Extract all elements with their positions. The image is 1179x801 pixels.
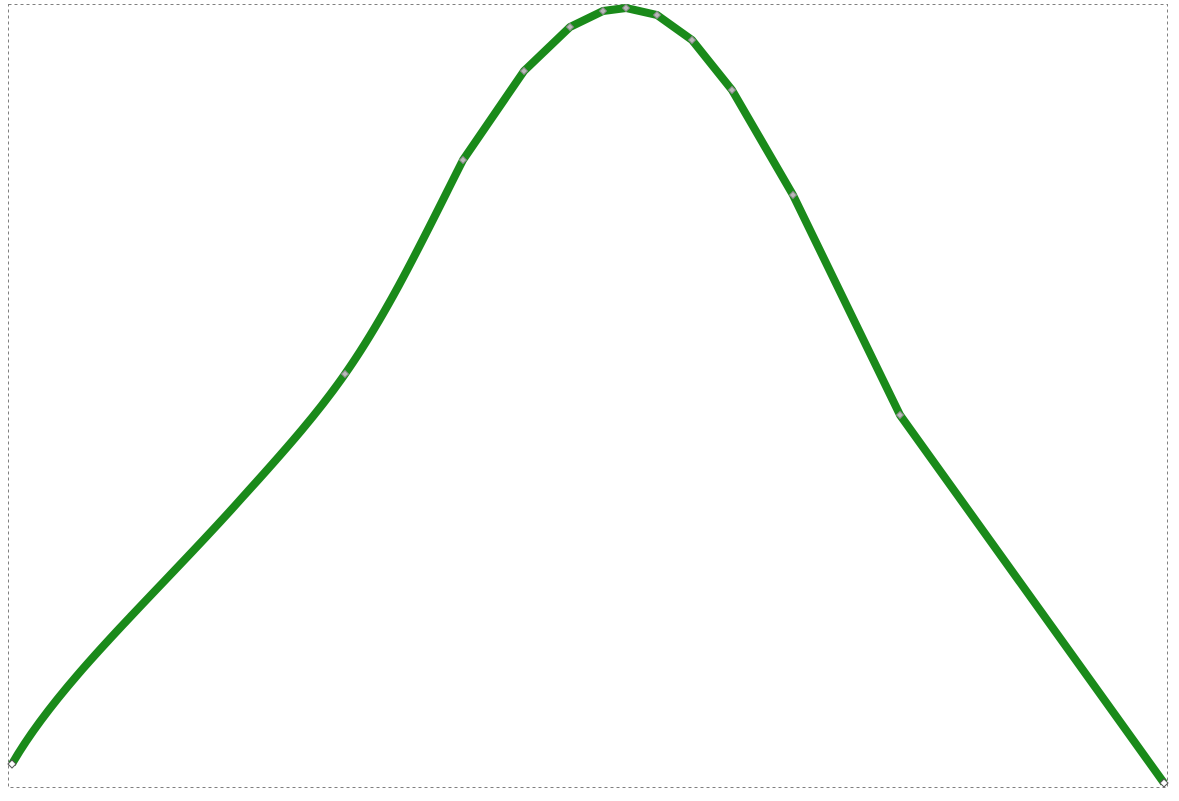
path-node-handle[interactable] [895,410,905,420]
path-node-handle[interactable] [565,22,575,32]
path-end-node-handle[interactable] [1159,778,1169,788]
path-node-handle[interactable] [340,369,350,379]
path-node-handle[interactable] [687,35,697,45]
path-node-handle[interactable] [788,190,798,200]
selection-bounding-box [8,4,1168,788]
path-end-node-handle[interactable] [7,759,17,769]
path-node-handle[interactable] [519,66,529,76]
green-curve-path[interactable] [8,4,1168,786]
path-node-handle[interactable] [727,85,737,95]
path-nodes [7,3,1169,788]
path-node-handle[interactable] [652,10,662,20]
path-node-handle[interactable] [621,3,631,13]
path-node-handle[interactable] [458,155,468,165]
path-node-handle[interactable] [598,6,608,16]
